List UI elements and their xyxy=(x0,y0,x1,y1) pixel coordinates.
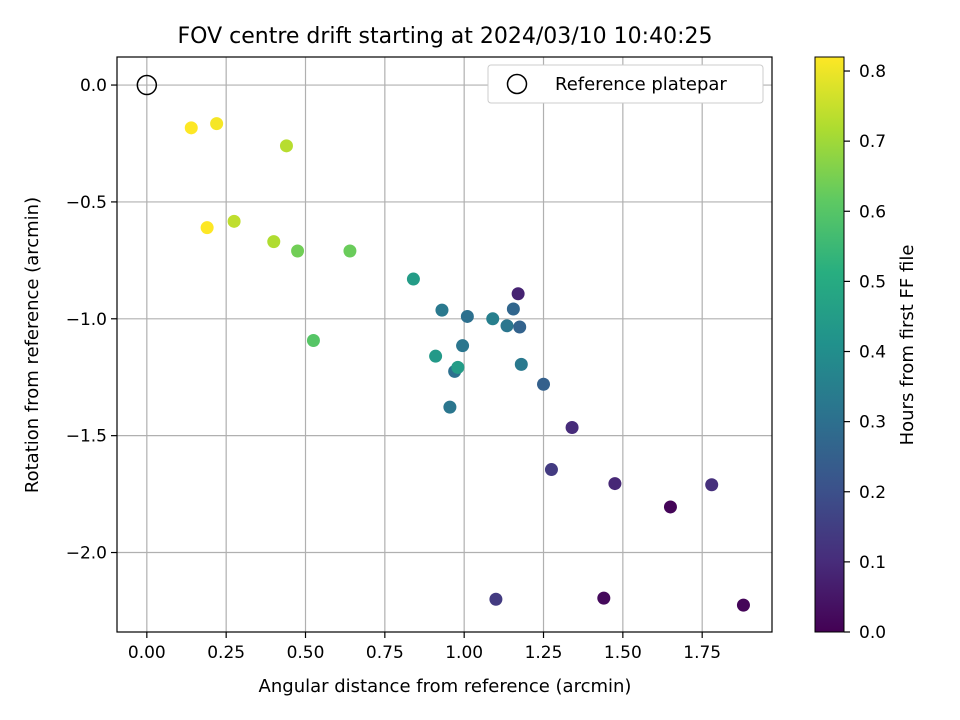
legend: Reference platepar xyxy=(487,64,764,104)
data-point xyxy=(460,309,474,323)
x-tick-label: 0.75 xyxy=(366,643,404,663)
data-point xyxy=(279,139,293,153)
data-point xyxy=(663,500,677,514)
data-point xyxy=(736,598,750,612)
plot-frame xyxy=(116,56,773,633)
scatter-points xyxy=(184,117,750,612)
data-point xyxy=(306,334,320,348)
colorbar-tick-label: 0.5 xyxy=(859,272,886,292)
colorbar: 0.0 0.1 0.2 0.3 0.4 0.5 0.6 0.7 0.8 Hours from f… xyxy=(814,56,918,643)
y-axis-ticks: 0.0 −0.5 −1.0 −1.5 −2.0 xyxy=(66,76,117,564)
x-tick-label: 1.25 xyxy=(525,643,563,663)
x-axis-ticks: 0.00 0.25 0.50 0.75 1.00 1.25 1.50 1.75 xyxy=(128,632,721,663)
x-tick-label: 0.25 xyxy=(207,643,245,663)
data-point xyxy=(486,312,500,326)
data-point xyxy=(451,360,465,374)
y-tick-label: −1.0 xyxy=(66,310,107,330)
colorbar-tick-label: 0.3 xyxy=(859,413,886,433)
colorbar-tick-label: 0.8 xyxy=(859,62,886,82)
data-point xyxy=(489,592,503,606)
data-point xyxy=(443,400,457,414)
legend-box xyxy=(487,64,764,104)
y-tick-label: −2.0 xyxy=(66,544,107,564)
colorbar-tick-label: 0.2 xyxy=(859,483,886,503)
legend-reference-marker xyxy=(506,73,528,95)
x-tick-label: 1.00 xyxy=(445,643,483,663)
x-tick-label: 1.50 xyxy=(604,643,642,663)
x-tick-label: 1.75 xyxy=(683,643,721,663)
colorbar-gradient xyxy=(814,56,845,633)
data-point xyxy=(210,117,224,131)
legend-label: Reference platepar xyxy=(555,74,727,95)
colorbar-tick-label: 0.0 xyxy=(859,623,886,643)
colorbar-ticks: 0.0 0.1 0.2 0.3 0.4 0.5 0.6 0.7 0.8 xyxy=(844,62,886,643)
data-point xyxy=(544,463,558,477)
grid xyxy=(117,57,772,632)
data-point xyxy=(511,287,525,301)
data-point xyxy=(597,591,611,605)
y-tick-label: −0.5 xyxy=(66,193,107,213)
data-point xyxy=(184,121,198,135)
y-axis-label: Rotation from reference (arcmin) xyxy=(22,197,43,493)
colorbar-tick-label: 0.1 xyxy=(859,553,886,573)
data-point xyxy=(227,214,241,228)
colorbar-tick-label: 0.7 xyxy=(859,132,886,152)
x-tick-label: 0.50 xyxy=(287,643,325,663)
data-point xyxy=(565,420,579,434)
data-point xyxy=(435,303,449,317)
x-axis-label: Angular distance from reference (arcmin) xyxy=(259,676,632,697)
colorbar-tick-label: 0.6 xyxy=(859,202,886,222)
data-point xyxy=(200,221,214,235)
data-point xyxy=(506,302,520,316)
colorbar-label: Hours from first FF file xyxy=(897,245,918,446)
data-point xyxy=(343,244,357,258)
data-point xyxy=(267,235,281,249)
colorbar-tick-label: 0.4 xyxy=(859,343,886,363)
data-point xyxy=(608,477,622,491)
x-tick-label: 0.00 xyxy=(128,643,166,663)
data-point xyxy=(513,320,527,334)
data-point xyxy=(291,244,305,258)
chart-title: FOV centre drift starting at 2024/03/10 … xyxy=(178,24,713,49)
data-point xyxy=(514,357,528,371)
reference-platepar-marker xyxy=(136,74,158,96)
data-point xyxy=(705,478,719,492)
y-tick-label: 0.0 xyxy=(80,76,107,96)
data-point xyxy=(537,377,551,391)
reference-marker-group xyxy=(136,74,158,96)
data-point xyxy=(500,319,514,333)
y-tick-label: −1.5 xyxy=(66,427,107,447)
data-point xyxy=(406,272,420,286)
data-point xyxy=(429,349,443,363)
data-point xyxy=(456,339,470,353)
